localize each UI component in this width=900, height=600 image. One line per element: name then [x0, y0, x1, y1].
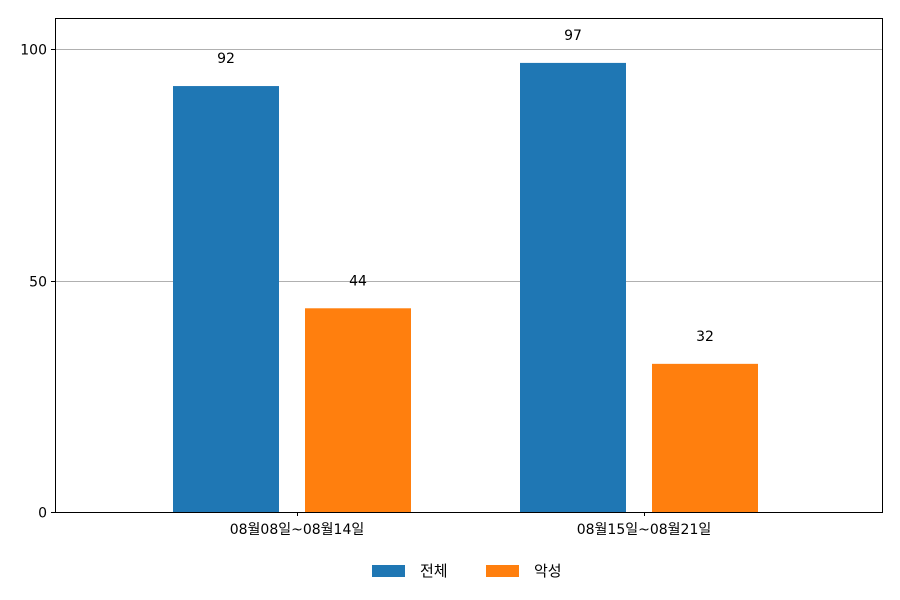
y-tick-label: 100: [20, 43, 47, 59]
legend-label-malicious: 악성: [534, 562, 562, 580]
y-axis-ticks: 0 50 100: [20, 43, 55, 522]
bar-total-1: [173, 86, 279, 512]
x-tick-label: 08월15일~08월21일: [577, 522, 712, 538]
bars: [173, 62, 758, 513]
x-tick-label: 08월08일~08월14일: [230, 522, 365, 538]
bar-malicious-1: [305, 308, 411, 512]
bar-value-label: 44: [349, 273, 367, 289]
legend-label-total: 전체: [420, 562, 448, 580]
bar-value-label: 92: [217, 51, 235, 67]
bar-value-label: 32: [696, 329, 714, 345]
bar-value-label: 97: [564, 28, 582, 44]
y-tick-label: 50: [29, 275, 47, 291]
legend-swatch-total: [372, 565, 405, 577]
bar-total-2: [520, 62, 626, 513]
plot-frame: [55, 18, 883, 513]
bar-malicious-2: [652, 363, 758, 512]
bar-value-labels: 92 97 44 32: [217, 28, 714, 345]
x-axis-ticks: 08월08일~08월14일 08월15일~08월21일: [230, 512, 712, 538]
y-tick-label: 0: [38, 506, 47, 522]
legend: 전체 악성: [372, 562, 562, 580]
legend-swatch-malicious: [486, 565, 519, 577]
